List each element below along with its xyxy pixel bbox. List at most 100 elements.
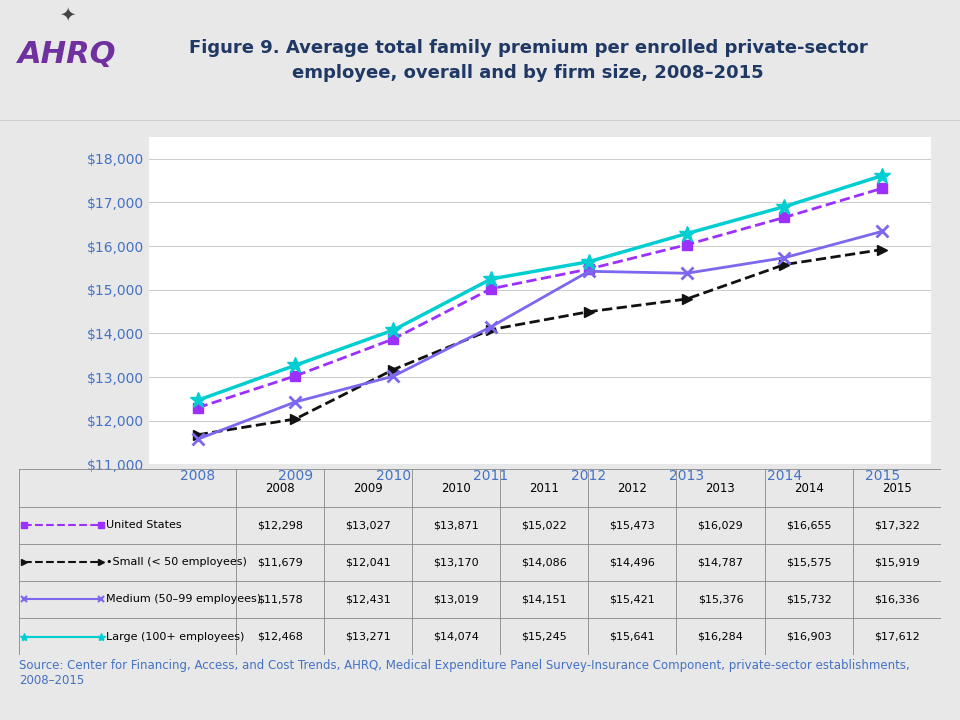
Text: $12,041: $12,041 — [345, 557, 391, 567]
Bar — [0, 120, 960, 121]
Text: 2015: 2015 — [882, 482, 912, 495]
Bar — [0, 120, 960, 121]
Bar — [0, 120, 960, 121]
Bar — [0, 119, 960, 120]
Bar — [0, 120, 960, 121]
Bar — [0, 120, 960, 121]
Bar — [0, 119, 960, 120]
Bar — [0, 120, 960, 121]
Bar — [0, 119, 960, 120]
Text: AHRQ: AHRQ — [18, 40, 116, 69]
Bar — [0, 119, 960, 120]
Text: $14,151: $14,151 — [521, 595, 567, 605]
Text: $12,298: $12,298 — [257, 520, 302, 530]
Text: $16,284: $16,284 — [698, 631, 743, 642]
Bar — [0, 119, 960, 120]
Bar — [0, 119, 960, 120]
Text: $11,679: $11,679 — [257, 557, 302, 567]
Bar — [0, 120, 960, 121]
Bar — [0, 119, 960, 120]
Text: Source: Center for Financing, Access, and Cost Trends, AHRQ, Medical Expenditure: Source: Center for Financing, Access, an… — [19, 659, 910, 687]
Bar — [0, 120, 960, 121]
Bar — [0, 120, 960, 121]
Bar — [0, 119, 960, 120]
Text: $16,336: $16,336 — [874, 595, 920, 605]
Bar — [0, 119, 960, 120]
Bar — [0, 119, 960, 120]
Text: $12,431: $12,431 — [345, 595, 391, 605]
Bar — [0, 119, 960, 120]
Bar — [0, 119, 960, 120]
Bar — [0, 119, 960, 120]
Bar — [0, 119, 960, 120]
Bar — [0, 119, 960, 120]
Bar — [0, 120, 960, 121]
Text: $13,271: $13,271 — [345, 631, 391, 642]
Bar — [0, 120, 960, 121]
Bar — [0, 120, 960, 121]
Text: United States: United States — [106, 520, 181, 530]
Text: $14,074: $14,074 — [433, 631, 479, 642]
Bar — [0, 120, 960, 121]
Text: $15,732: $15,732 — [785, 595, 831, 605]
Bar — [0, 119, 960, 120]
Bar — [0, 120, 960, 121]
Bar — [0, 120, 960, 121]
Bar — [0, 120, 960, 121]
Bar — [0, 120, 960, 121]
Text: 2013: 2013 — [706, 482, 735, 495]
Bar — [0, 119, 960, 120]
Text: $15,421: $15,421 — [610, 595, 656, 605]
Bar — [0, 119, 960, 120]
Text: $15,376: $15,376 — [698, 595, 743, 605]
Bar — [0, 119, 960, 120]
Bar — [0, 120, 960, 121]
Bar — [0, 119, 960, 120]
Text: $15,919: $15,919 — [874, 557, 920, 567]
Text: 2011: 2011 — [529, 482, 559, 495]
Text: $15,245: $15,245 — [521, 631, 567, 642]
Bar — [0, 120, 960, 121]
Bar — [0, 119, 960, 120]
Bar — [0, 120, 960, 121]
Bar — [0, 119, 960, 120]
Bar — [0, 119, 960, 120]
Text: 2008: 2008 — [265, 482, 295, 495]
Text: $14,086: $14,086 — [521, 557, 567, 567]
Bar — [0, 119, 960, 120]
Bar — [0, 119, 960, 120]
Bar — [0, 119, 960, 120]
Text: $13,170: $13,170 — [433, 557, 479, 567]
Bar — [0, 120, 960, 121]
Text: $14,496: $14,496 — [610, 557, 656, 567]
Bar — [0, 119, 960, 120]
Bar — [0, 119, 960, 120]
Bar — [0, 120, 960, 121]
Text: 2014: 2014 — [794, 482, 824, 495]
Text: $16,903: $16,903 — [786, 631, 831, 642]
Text: Large (100+ employees): Large (100+ employees) — [106, 631, 244, 642]
Bar — [0, 119, 960, 120]
Bar — [0, 119, 960, 120]
Bar — [0, 119, 960, 120]
Text: $13,027: $13,027 — [345, 520, 391, 530]
Bar — [0, 119, 960, 120]
Text: 2009: 2009 — [353, 482, 383, 495]
Text: $12,468: $12,468 — [257, 631, 302, 642]
Text: •Small (< 50 employees): •Small (< 50 employees) — [106, 557, 247, 567]
Bar — [0, 119, 960, 120]
Bar — [0, 119, 960, 120]
Text: $16,655: $16,655 — [786, 520, 831, 530]
Text: $11,578: $11,578 — [257, 595, 302, 605]
Text: $15,641: $15,641 — [610, 631, 655, 642]
Text: $14,787: $14,787 — [698, 557, 743, 567]
Text: $15,575: $15,575 — [786, 557, 831, 567]
Bar — [0, 119, 960, 120]
Text: $13,019: $13,019 — [433, 595, 479, 605]
Text: Figure 9. Average total family premium per enrolled private-sector
employee, ove: Figure 9. Average total family premium p… — [188, 39, 868, 82]
Bar — [0, 119, 960, 120]
Text: $15,473: $15,473 — [610, 520, 656, 530]
Bar — [0, 119, 960, 120]
Text: 2012: 2012 — [617, 482, 647, 495]
Text: $15,022: $15,022 — [521, 520, 567, 530]
